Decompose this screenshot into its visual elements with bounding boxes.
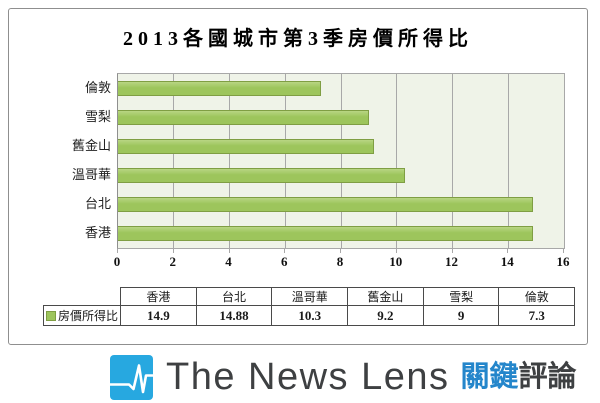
x-tick-label: 8	[336, 254, 344, 269]
gridline	[340, 74, 342, 248]
table-header-cell: 香港	[120, 287, 197, 306]
bar-倫敦	[118, 81, 322, 96]
table-value-cell: 9.2	[347, 305, 424, 326]
x-tick-label: 14	[500, 254, 514, 269]
x-tick-label: 2	[169, 254, 177, 269]
bar-香港	[118, 226, 534, 241]
chart-frame: 2013各國城市第3季房價所得比 倫敦 雪梨 舊金山 溫哥華 台北 香港 0 2 4 6 8 10 1…	[8, 8, 588, 345]
x-tick-label: 12	[445, 254, 458, 269]
chart-title: 2013各國城市第3季房價所得比	[123, 28, 473, 50]
gridline	[396, 74, 398, 248]
pulse-icon	[110, 354, 153, 400]
plot-area	[117, 73, 565, 249]
table-header-cell: 倫敦	[498, 287, 576, 306]
x-tick-label: 10	[389, 254, 403, 269]
gridline	[284, 74, 286, 248]
table-series-label: 房價所得比	[42, 305, 122, 326]
table-value-cell: 7.3	[498, 305, 576, 326]
brand-cjk-name: 關鍵評論	[461, 354, 577, 400]
table-corner-cell	[44, 288, 121, 306]
table-value-cell: 10.3	[271, 305, 349, 326]
gridline	[507, 74, 509, 248]
x-tick-mark	[563, 249, 564, 253]
y-axis-label: 雪梨	[84, 109, 111, 124]
x-tick-label: 6	[281, 254, 288, 269]
x-tick-mark	[172, 249, 174, 253]
y-axis-labels: 倫敦雪梨舊金山溫哥華台北香港	[9, 73, 111, 247]
x-tick-mark	[507, 249, 509, 253]
logo: The News Lens 關鍵評論	[110, 352, 577, 402]
brand-name: The News Lens	[166, 356, 450, 398]
x-tick-label: 4	[225, 254, 232, 269]
x-tick-mark	[395, 249, 397, 253]
bar-溫哥華	[118, 168, 406, 183]
table-header-cell: 舊金山	[347, 287, 424, 306]
x-tick-mark	[340, 249, 341, 253]
table-value-cell: 14.88	[195, 305, 273, 326]
x-tick-mark	[284, 249, 286, 253]
bar-舊金山	[118, 139, 375, 154]
x-tick-label: 16	[556, 254, 570, 269]
gridline	[173, 74, 175, 248]
brand-cjk-secondary: 評論	[518, 361, 577, 393]
table-header-cell: 台北	[195, 287, 273, 306]
bar-雪梨	[118, 110, 369, 125]
gridline	[452, 74, 453, 248]
bar-台北	[118, 197, 533, 212]
table-header-cell: 溫哥華	[271, 287, 349, 306]
x-tick-mark	[228, 249, 230, 253]
gridline	[229, 74, 230, 248]
x-tick-mark	[451, 249, 453, 253]
y-axis-label: 溫哥華	[71, 167, 111, 182]
table-value-cell: 9	[422, 305, 500, 326]
brand-cjk-primary: 關鍵	[460, 361, 519, 393]
y-axis-label: 台北	[84, 196, 111, 211]
table-header-cell: 雪梨	[422, 287, 500, 306]
x-axis-labels: 0 2 4 6 8 10 12 14 16	[9, 255, 587, 271]
x-tick-label: 0	[113, 254, 121, 269]
y-axis-label: 香港	[84, 225, 111, 240]
table-value-cell: 14.9	[120, 305, 197, 326]
data-table: 香港 台北 溫哥華 舊金山 雪梨 倫敦房價所得比 14.9 14.88 10.3 9.2 9 7.3	[42, 287, 576, 326]
legend-marker	[46, 311, 56, 321]
y-axis-label: 舊金山	[71, 138, 111, 153]
x-tick-mark	[117, 249, 118, 253]
y-axis-label: 倫敦	[84, 80, 111, 95]
